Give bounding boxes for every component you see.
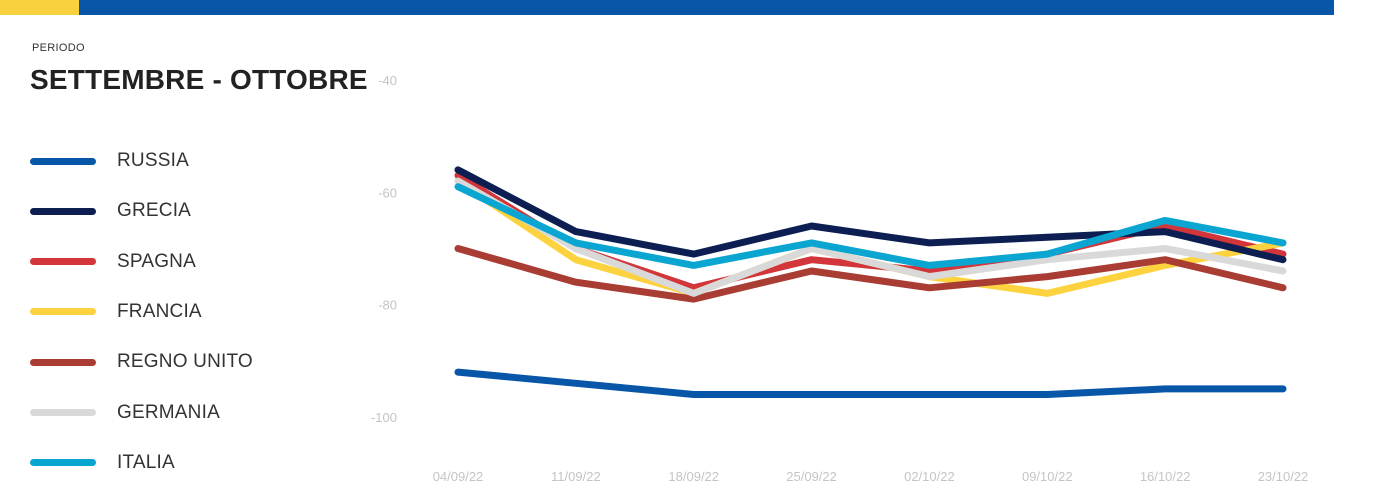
- legend-label: GRECIA: [117, 200, 192, 222]
- series-line-regno-unito: [454, 245, 1287, 303]
- x-tick-label: 16/10/22: [1140, 469, 1191, 484]
- legend-item: REGNO UNITO: [30, 347, 253, 377]
- legend-label: GERMANIA: [117, 401, 220, 423]
- legend-swatch: [30, 157, 96, 165]
- legend-item: GERMANIA: [30, 398, 220, 428]
- legend-label: ITALIA: [117, 451, 175, 473]
- x-tick-label: 23/10/22: [1258, 469, 1309, 484]
- header-accent: [0, 0, 79, 15]
- legend-swatch: [30, 207, 96, 215]
- legend-item: GRECIA: [30, 196, 191, 226]
- series-line-italia: [454, 183, 1287, 269]
- series-line-germania: [454, 177, 1287, 297]
- legend-item: SPAGNA: [30, 247, 196, 277]
- x-tick-label: 04/09/22: [433, 469, 484, 484]
- legend-swatch: [30, 459, 96, 467]
- y-tick-label: -100: [371, 410, 397, 425]
- legend-label: REGNO UNITO: [117, 351, 253, 373]
- legend-item: RUSSIA: [30, 146, 189, 176]
- series-line-grecia: [454, 166, 1287, 264]
- x-tick-label: 02/10/22: [904, 469, 955, 484]
- legend-label: FRANCIA: [117, 300, 202, 322]
- legend-swatch: [30, 409, 96, 416]
- period-value: SETTEMBRE - OTTOBRE: [30, 64, 368, 95]
- x-tick-label: 09/10/22: [1022, 469, 1073, 484]
- x-tick-label: 11/09/22: [551, 469, 601, 484]
- legend-swatch: [30, 308, 96, 316]
- legend-label: SPAGNA: [117, 250, 196, 272]
- legend-item: ITALIA: [30, 448, 175, 478]
- x-tick-label: 25/09/22: [786, 469, 837, 484]
- header-bar: [0, 0, 1334, 15]
- period-label: PERIODO: [32, 42, 85, 54]
- series-line-russia: [454, 368, 1287, 398]
- y-tick-label: -80: [378, 298, 397, 313]
- legend-label: RUSSIA: [117, 150, 189, 171]
- legend-item: FRANCIA: [30, 297, 202, 327]
- y-tick-label: -60: [378, 185, 397, 200]
- legend-swatch: [30, 358, 96, 366]
- x-tick-label: 18/09/22: [668, 469, 719, 484]
- legend-swatch: [30, 258, 96, 266]
- y-tick-label: -40: [378, 73, 397, 88]
